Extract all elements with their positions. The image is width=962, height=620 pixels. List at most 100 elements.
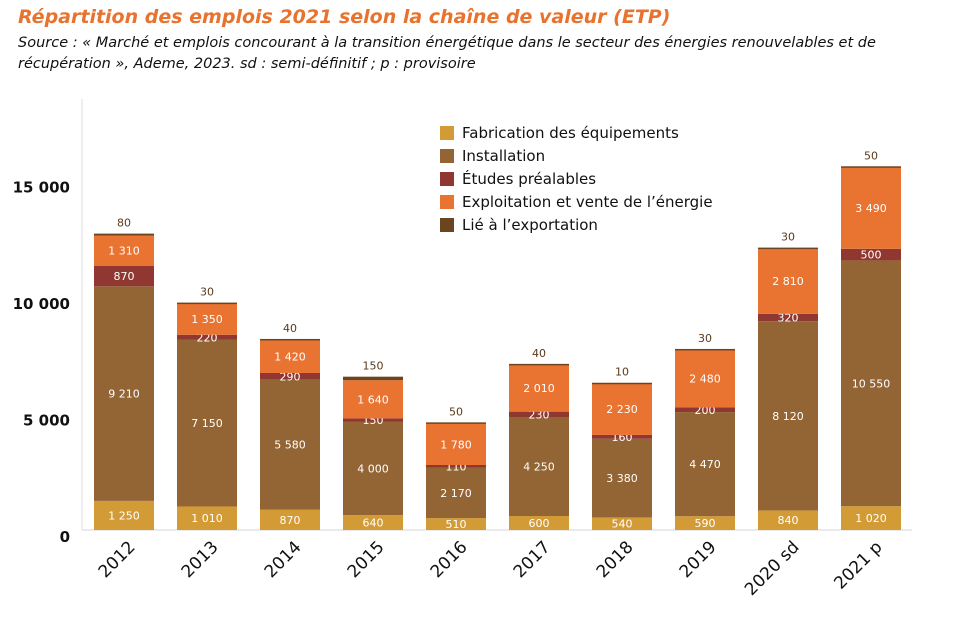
bar-segment	[426, 423, 486, 465]
bar-segment	[675, 407, 735, 413]
legend-swatch	[440, 195, 454, 209]
data-label: 600	[529, 517, 550, 530]
bar-segment	[841, 260, 901, 507]
x-tick-label: 2018	[593, 537, 638, 582]
bar-segment	[94, 286, 154, 501]
data-label: 9 210	[108, 388, 140, 401]
x-tick-label: 2017	[510, 537, 555, 582]
x-tick-label: 2014	[261, 537, 306, 582]
bar-segment	[260, 372, 320, 380]
bar-segment	[177, 339, 237, 507]
data-label: 10 550	[852, 377, 891, 390]
bar-segment	[260, 338, 320, 341]
data-label: 870	[280, 514, 301, 527]
data-label: 1 640	[357, 393, 389, 406]
bar-segment	[426, 422, 486, 424]
bar-segment	[509, 364, 569, 412]
x-tick-label: 2016	[427, 537, 472, 582]
data-label: 4 470	[689, 458, 721, 471]
bar-segment	[426, 518, 486, 530]
x-tick-label: 2021 p	[830, 537, 886, 593]
bar-segment	[758, 510, 818, 530]
legend-label: Installation	[462, 147, 545, 165]
legend-label: Fabrication des équipements	[462, 124, 679, 142]
data-label: 50	[449, 405, 463, 418]
data-label: 1 020	[855, 512, 887, 525]
bar-segment	[509, 516, 569, 530]
data-label: 590	[695, 517, 716, 530]
chart-title: Répartition des emplois 2021 selon la ch…	[18, 6, 671, 28]
bar-segment	[343, 418, 403, 422]
data-label: 500	[861, 249, 882, 262]
legend-swatch	[440, 172, 454, 186]
bar-segment	[260, 509, 320, 530]
x-tick-label: 2013	[178, 537, 223, 582]
data-label: 290	[280, 370, 301, 383]
bar-segment	[675, 412, 735, 517]
data-label: 2 480	[689, 373, 721, 386]
data-label: 150	[363, 360, 384, 373]
bar-segment	[177, 303, 237, 335]
data-label: 840	[778, 514, 799, 527]
data-label: 30	[698, 332, 712, 345]
bar-segment	[592, 382, 652, 385]
data-label: 50	[864, 149, 878, 162]
legend-swatch	[440, 149, 454, 163]
bar-segment	[592, 517, 652, 530]
bar-segment	[343, 380, 403, 419]
bar-segment	[509, 411, 569, 417]
bar-segment	[509, 416, 569, 517]
data-label: 40	[532, 347, 546, 360]
bar-segment	[260, 339, 320, 373]
data-label: 8 120	[772, 410, 804, 423]
bar-segment	[592, 382, 652, 435]
bar-segment	[426, 467, 486, 519]
y-tick-label: 10 000	[13, 295, 70, 313]
data-label: 1 310	[108, 245, 140, 258]
data-label: 2 170	[440, 487, 472, 500]
bar-segment	[675, 349, 735, 408]
data-label: 30	[200, 286, 214, 299]
legend-label: Études préalables	[462, 169, 596, 188]
x-tick-label: 2015	[344, 537, 389, 582]
bar-segment	[94, 233, 154, 236]
chart-subtitle: Source : « Marché et emplois concourant …	[18, 35, 876, 72]
x-tick-label: 2019	[676, 537, 721, 582]
legend-swatch	[440, 126, 454, 140]
bar-segment	[343, 515, 403, 530]
bar-segment	[675, 516, 735, 530]
bar-segment	[592, 438, 652, 518]
y-tick-label: 15 000	[13, 179, 70, 197]
bar-segment	[758, 248, 818, 314]
bar-segment	[592, 434, 652, 439]
data-label: 1 420	[274, 350, 306, 363]
bar-segment	[177, 506, 237, 530]
data-label: 7 150	[191, 417, 223, 430]
data-label: 320	[778, 312, 799, 325]
data-label: 870	[114, 270, 135, 283]
data-label: 3 490	[855, 202, 887, 215]
bar-segment	[758, 247, 818, 250]
data-label: 2 010	[523, 382, 555, 395]
bar-segment	[177, 302, 237, 305]
data-label: 2 230	[606, 403, 638, 416]
bar-segment	[758, 313, 818, 322]
x-tick-label: 2012	[95, 537, 140, 582]
bar-segment	[841, 166, 901, 168]
data-label: 1 010	[191, 512, 223, 525]
legend-label: Exploitation et vente de l’énergie	[462, 193, 713, 211]
bar-segment	[94, 500, 154, 530]
data-label: 30	[781, 231, 795, 244]
data-label: 640	[363, 517, 384, 530]
data-label: 5 580	[274, 439, 306, 452]
bar-segment	[94, 235, 154, 267]
data-label: 3 380	[606, 472, 638, 485]
y-tick-label: 5 000	[23, 412, 70, 430]
bar-segment	[675, 348, 735, 351]
y-tick-label: 0	[60, 528, 70, 546]
data-label: 1 780	[440, 438, 472, 451]
x-tick-label: 2020 sd	[741, 537, 803, 599]
data-label: 540	[612, 518, 633, 531]
legend-swatch	[440, 218, 454, 232]
